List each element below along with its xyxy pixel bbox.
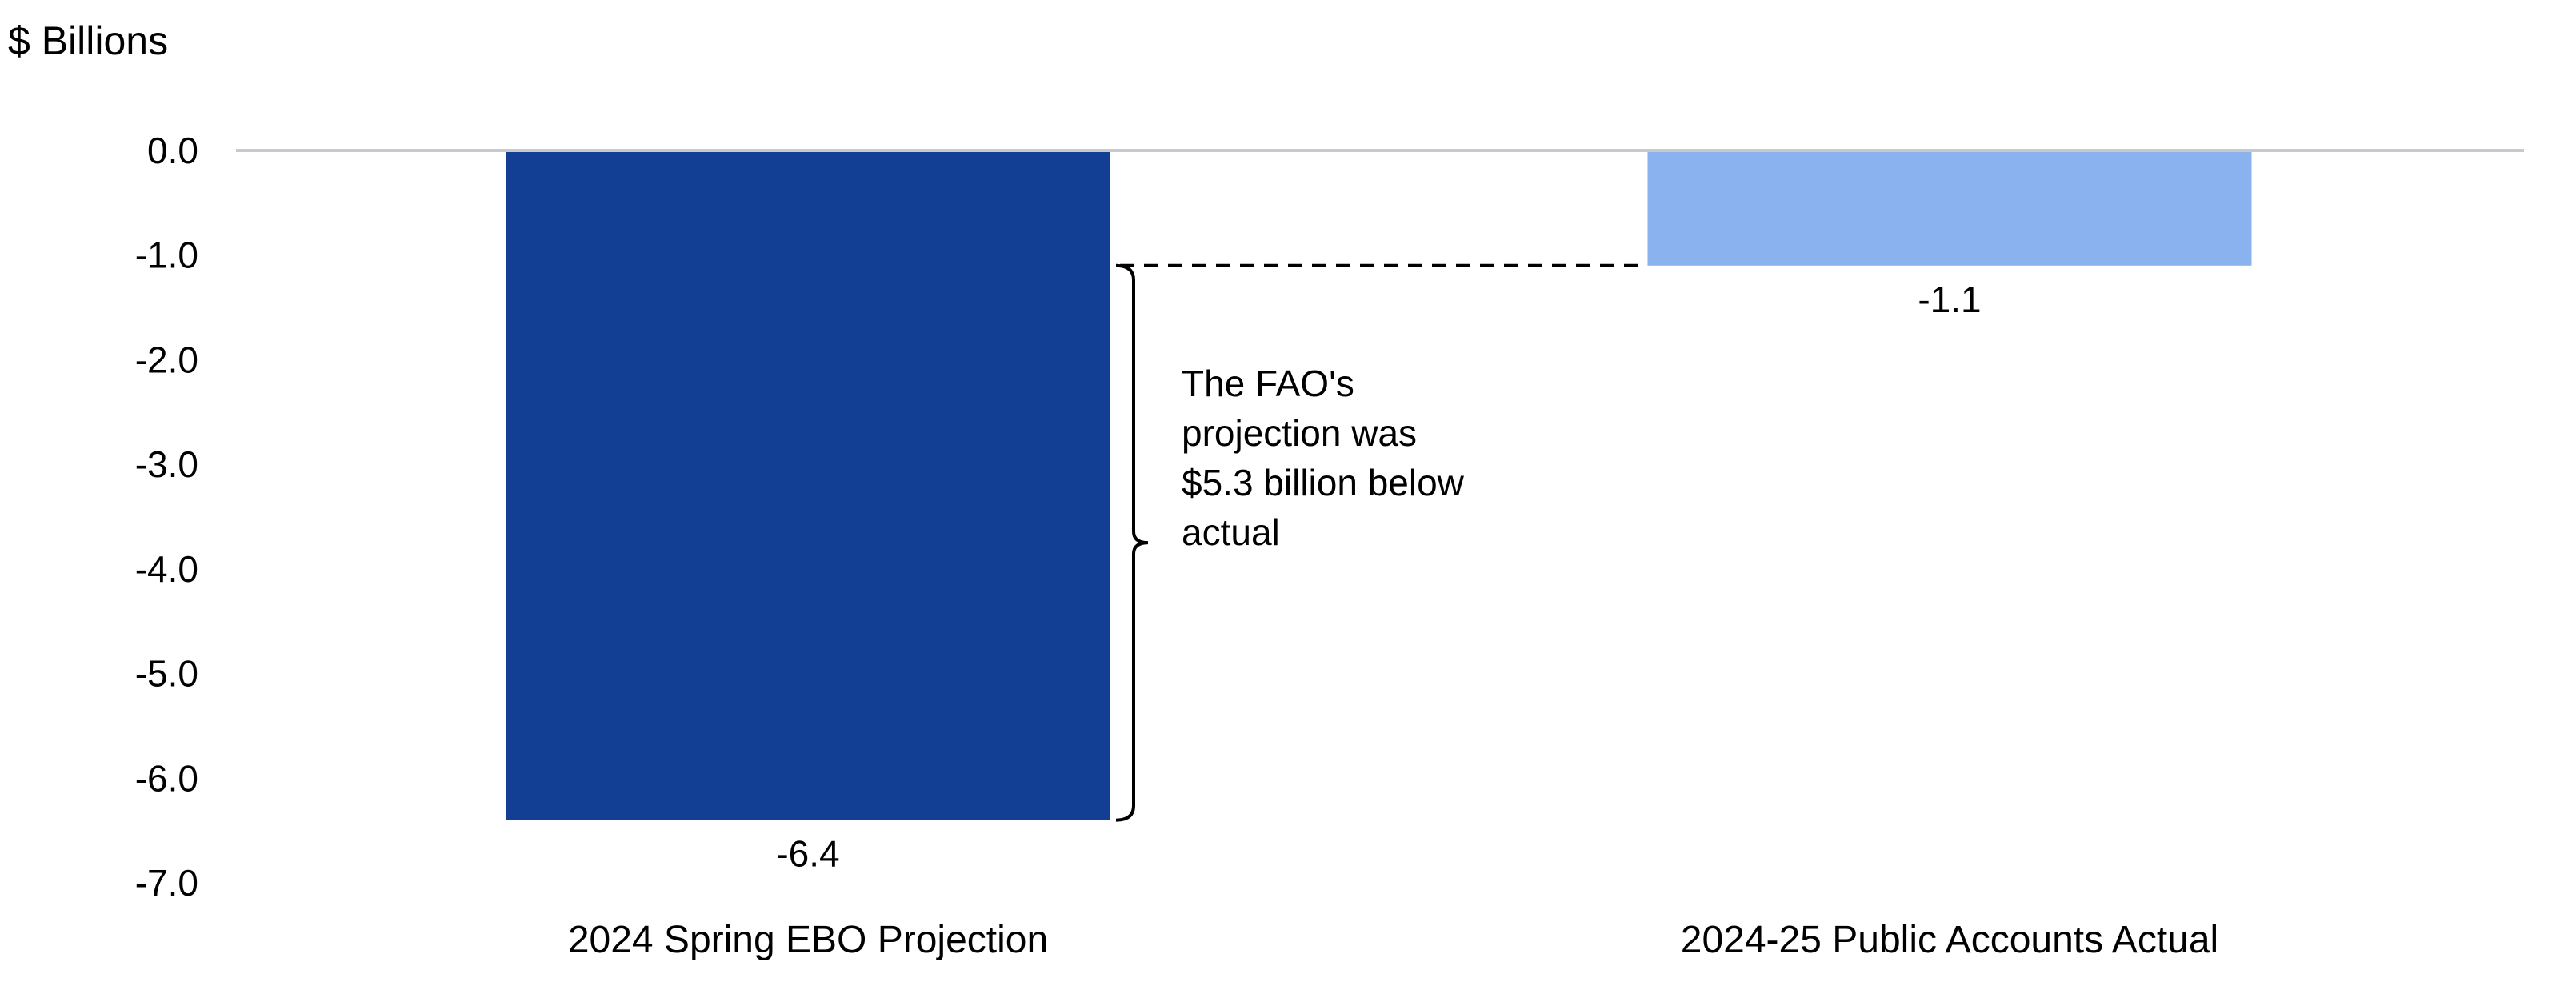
annotation-text-line: actual — [1182, 511, 1280, 553]
category-labels: 2024 Spring EBO Projection 2024-25 Public… — [568, 919, 2218, 961]
y-tick-label: -7.0 — [135, 862, 198, 904]
bar — [1647, 152, 2252, 266]
annotation-text-line: $5.3 billion below — [1182, 462, 1465, 503]
category-label: 2024-25 Public Accounts Actual — [1681, 919, 2218, 961]
annotation-text-line: projection was — [1182, 412, 1417, 454]
category-label: 2024 Spring EBO Projection — [568, 919, 1048, 961]
y-tick-label: -2.0 — [135, 339, 198, 380]
annotation-text-line: The FAO's — [1182, 363, 1354, 404]
bar — [506, 152, 1110, 820]
y-tick-label: -3.0 — [135, 443, 198, 485]
y-tick-label: -1.0 — [135, 234, 198, 276]
y-axis-unit-label: $ Billions — [8, 18, 168, 63]
y-tick-label: 0.0 — [147, 130, 198, 171]
y-axis-ticks: 0.0 -1.0 -2.0 -3.0 -4.0 -5.0 -6.0 -7.0 — [135, 130, 2524, 904]
y-tick-label: -5.0 — [135, 653, 198, 695]
y-tick-label: -4.0 — [135, 548, 198, 590]
curly-bracket — [1115, 263, 1149, 822]
difference-annotation: The FAO's projection was $5.3 billion belo… — [1115, 263, 1642, 822]
bar-value-label: -1.1 — [1918, 279, 1981, 320]
bars — [506, 152, 2252, 820]
bar-value-label: -6.4 — [776, 833, 839, 875]
data-labels: -6.4 -1.1 — [776, 279, 1981, 875]
y-tick-label: -6.0 — [135, 757, 198, 799]
